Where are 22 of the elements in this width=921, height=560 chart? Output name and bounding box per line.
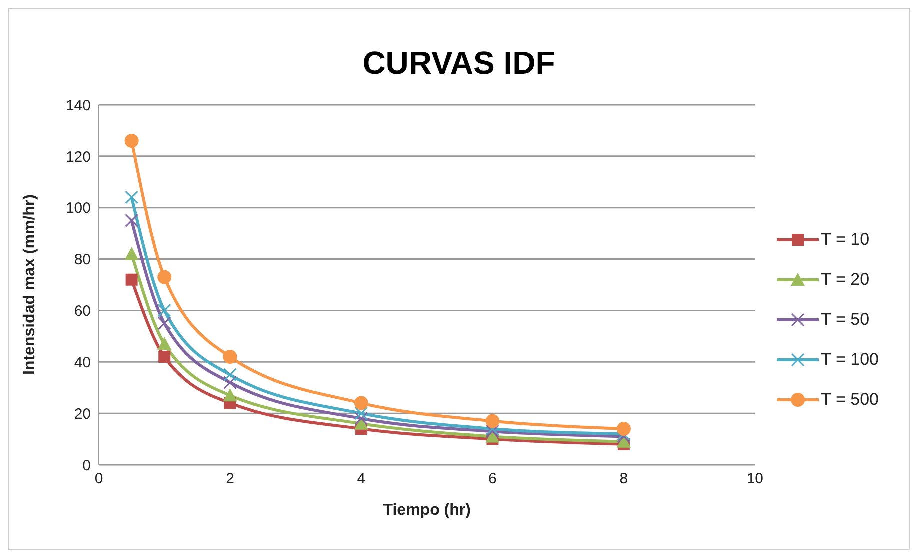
y-tick-label: 80 [74,252,91,269]
y-axis-title: Intensidad max (mm/hr) [22,194,39,375]
y-tick-label: 40 [74,354,91,372]
y-tick-label: 60 [74,303,91,320]
y-tick-label: 0 [82,457,91,474]
legend-label: T = 50 [821,310,870,330]
x-tick-label: 2 [226,470,234,488]
y-tick-label: 140 [66,97,91,114]
x-tick-label: 4 [357,470,366,488]
y-tick-label: 20 [74,406,91,423]
x-tick-label: 10 [746,470,764,488]
legend-label: T = 10 [821,230,870,250]
chart-title: CURVAS IDF [362,44,556,83]
y-tick-label: 100 [66,200,91,218]
legend-label: T = 20 [821,270,870,290]
legend-label: T = 500 [821,390,879,410]
x-axis-title: Tiempo (hr) [383,502,471,519]
x-tick-label: 0 [94,470,104,488]
x-tick-label: 6 [488,470,497,488]
x-tick-label: 8 [620,470,628,488]
y-tick-label: 120 [66,148,91,166]
legend-label: T = 100 [821,350,879,370]
